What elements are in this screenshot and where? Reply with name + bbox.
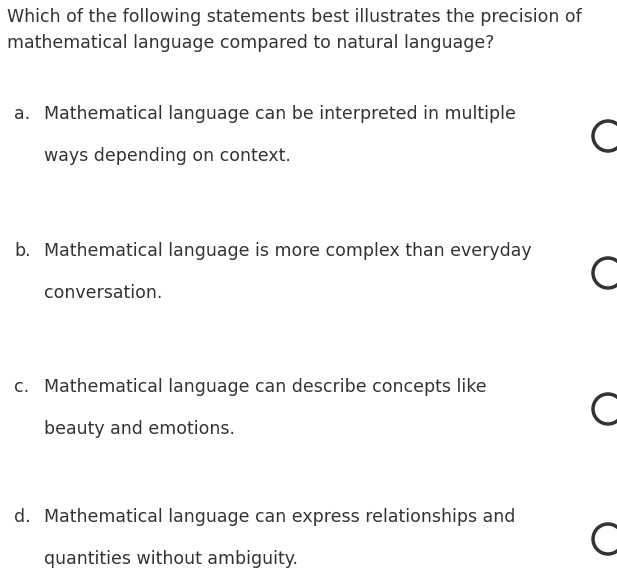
Text: d.: d. [14,508,31,526]
Text: quantities without ambiguity.: quantities without ambiguity. [44,550,298,568]
Text: Mathematical language can be interpreted in multiple: Mathematical language can be interpreted… [44,105,516,123]
Text: a.: a. [14,105,30,123]
Text: Which of the following statements best illustrates the precision of
mathematical: Which of the following statements best i… [7,8,582,52]
Text: c.: c. [14,378,29,396]
Text: Mathematical language can describe concepts like: Mathematical language can describe conce… [44,378,487,396]
Text: ways depending on context.: ways depending on context. [44,147,291,165]
Text: Mathematical language is more complex than everyday: Mathematical language is more complex th… [44,242,532,260]
Text: conversation.: conversation. [44,284,162,302]
Text: beauty and emotions.: beauty and emotions. [44,420,235,438]
Text: Mathematical language can express relationships and: Mathematical language can express relati… [44,508,515,526]
Text: b.: b. [14,242,31,260]
